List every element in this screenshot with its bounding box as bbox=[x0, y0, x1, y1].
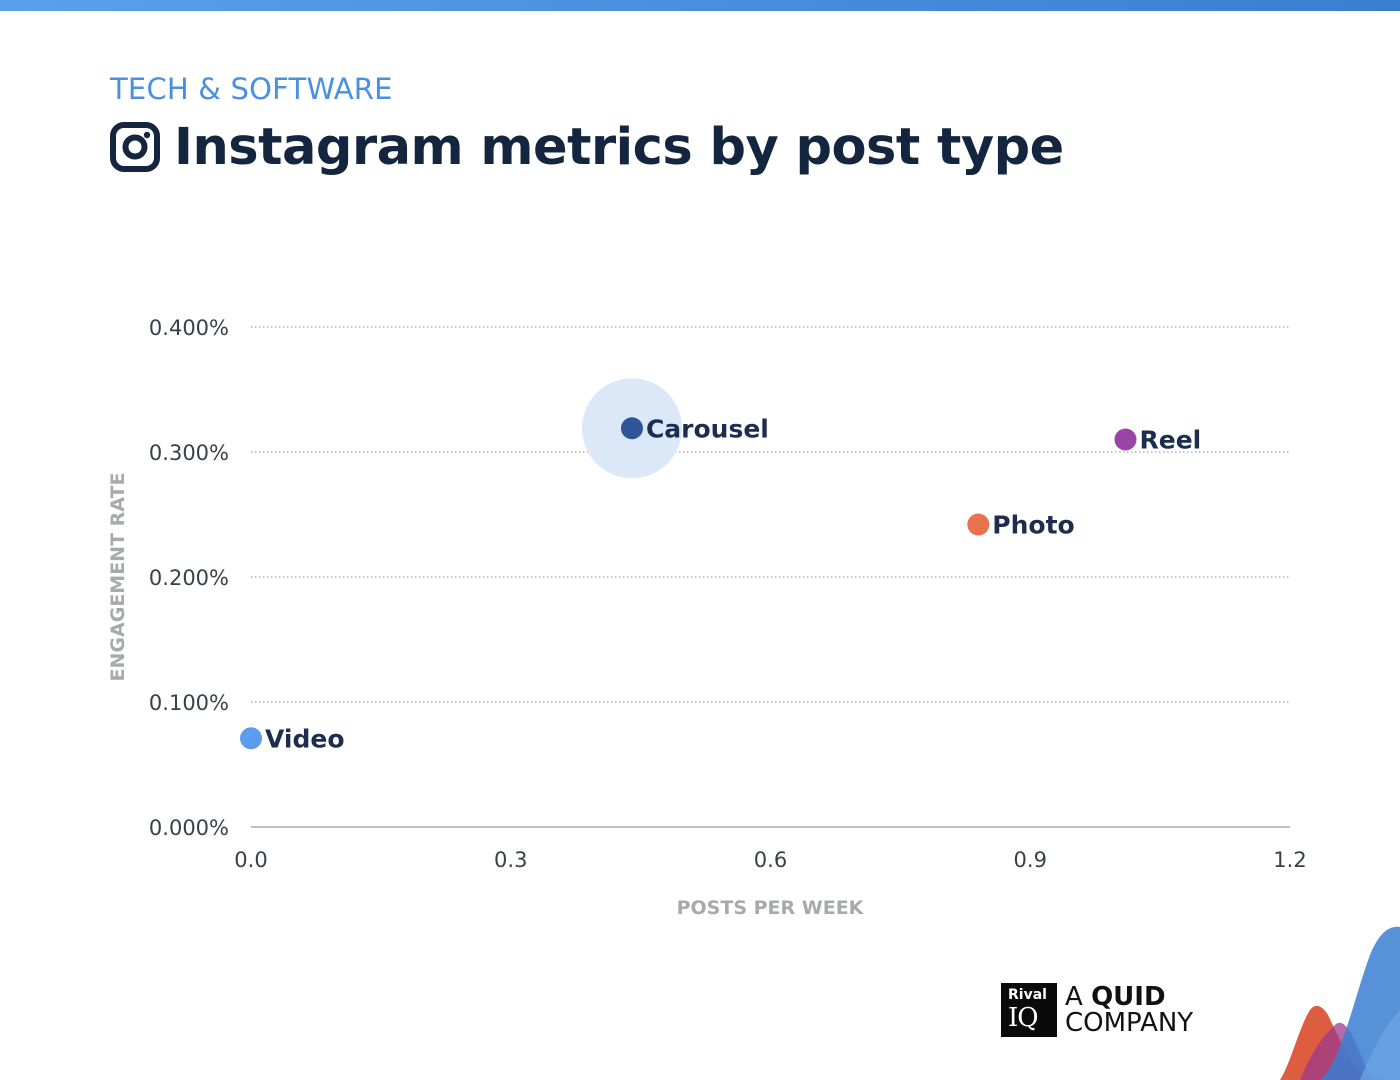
brand-company: COMPANY bbox=[1065, 1008, 1194, 1038]
x-tick-label: 0.0 bbox=[234, 848, 267, 872]
y-axis-label: ENGAGEMENT RATE bbox=[107, 473, 129, 682]
page-title: Instagram metrics by post type bbox=[174, 117, 1064, 177]
x-tick-label: 0.3 bbox=[494, 848, 527, 872]
brand-logo: Rival IQ A QUID COMPANY bbox=[1001, 983, 1193, 1037]
x-tick-labels: 0.0 0.3 0.6 0.9 1.2 bbox=[234, 848, 1306, 872]
logo-iq-text: IQ bbox=[1008, 1003, 1039, 1033]
point-marker bbox=[967, 513, 990, 536]
quid-company-text: A QUID COMPANY bbox=[1065, 984, 1193, 1036]
y-tick-label: 0.000% bbox=[149, 816, 229, 840]
rival-iq-logo: Rival IQ bbox=[1001, 983, 1057, 1037]
brand-quid: QUID bbox=[1091, 982, 1166, 1012]
title-row: Instagram metrics by post type bbox=[110, 112, 1064, 182]
point-label: Photo bbox=[992, 511, 1074, 540]
x-tick-label: 1.2 bbox=[1273, 848, 1306, 872]
logo-rival-text: Rival bbox=[1008, 987, 1047, 1003]
y-tick-label: 0.300% bbox=[149, 441, 229, 465]
point-label: Reel bbox=[1139, 426, 1201, 455]
y-tick-label: 0.100% bbox=[149, 691, 229, 715]
x-axis-label: POSTS PER WEEK bbox=[677, 897, 865, 919]
point-marker bbox=[620, 417, 643, 440]
point-carousel: Carousel bbox=[581, 378, 769, 479]
x-tick-label: 0.6 bbox=[754, 848, 787, 872]
top-accent-bar bbox=[0, 0, 1400, 11]
instagram-icon bbox=[110, 122, 160, 172]
point-video: Video bbox=[240, 724, 345, 753]
y-tick-label: 0.400% bbox=[149, 316, 229, 340]
data-points: Video Carousel Photo Reel bbox=[240, 378, 1201, 753]
point-marker bbox=[1114, 428, 1137, 451]
brand-prefix: A bbox=[1065, 982, 1092, 1012]
point-marker bbox=[240, 727, 262, 750]
x-tick-label: 0.9 bbox=[1014, 848, 1047, 872]
point-label: Carousel bbox=[646, 414, 769, 443]
point-label: Video bbox=[265, 724, 345, 753]
point-reel: Reel bbox=[1114, 426, 1201, 455]
y-tick-label: 0.200% bbox=[149, 566, 229, 590]
y-tick-labels: 0.000% 0.100% 0.200% 0.300% 0.400% bbox=[149, 316, 229, 840]
category-eyebrow: TECH & SOFTWARE bbox=[110, 72, 393, 106]
point-photo: Photo bbox=[967, 511, 1075, 540]
decorative-waves bbox=[1280, 926, 1400, 1080]
gridlines bbox=[251, 326, 1290, 828]
